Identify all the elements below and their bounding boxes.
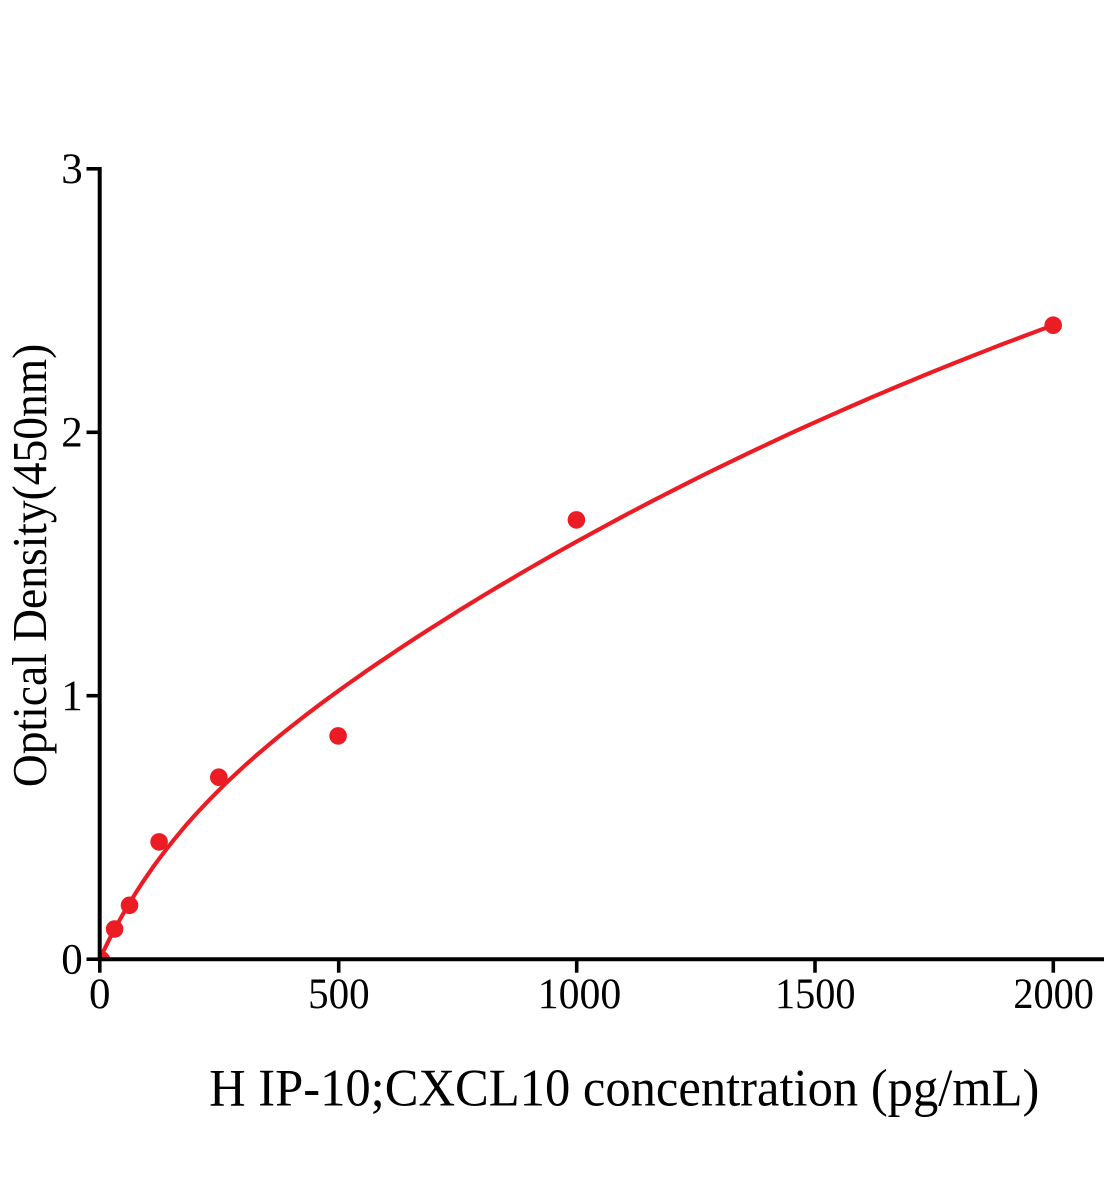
svg-text:1: 1 <box>61 673 83 720</box>
svg-text:1000: 1000 <box>538 971 622 1018</box>
svg-text:500: 500 <box>308 971 370 1018</box>
svg-text:3: 3 <box>61 146 83 193</box>
svg-text:Optical Density(450nm): Optical Density(450nm) <box>2 344 57 787</box>
svg-text:0: 0 <box>61 936 83 983</box>
svg-text:1500: 1500 <box>775 971 856 1018</box>
svg-text:H IP-10;CXCL10 concentration (: H IP-10;CXCL10 concentration (pg/mL) <box>209 1060 1039 1118</box>
svg-text:2000: 2000 <box>1013 971 1094 1018</box>
svg-text:2: 2 <box>61 410 83 457</box>
svg-text:0: 0 <box>89 971 111 1018</box>
